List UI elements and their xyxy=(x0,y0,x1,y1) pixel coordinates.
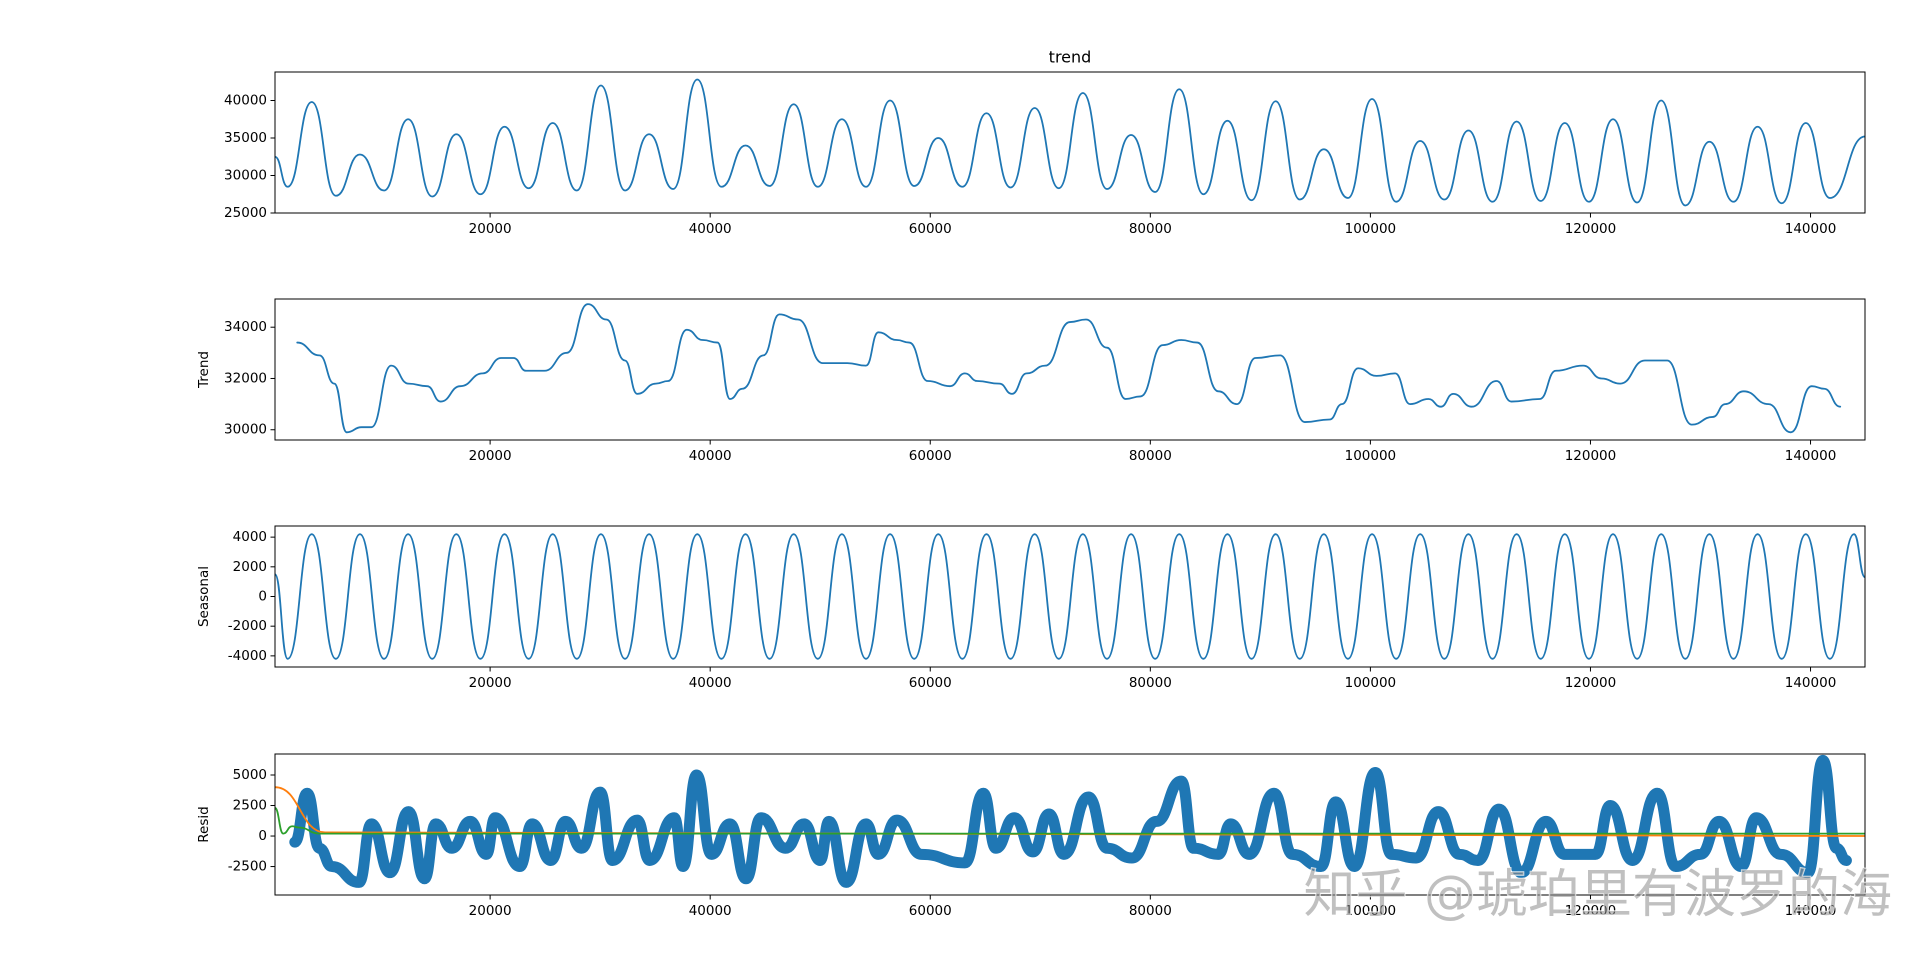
axes-frame xyxy=(274,71,1866,214)
x-tick-label: 60000 xyxy=(909,221,952,237)
y-tick-label: 30000 xyxy=(224,168,267,184)
x-tick-label: 60000 xyxy=(909,448,952,464)
y-axis-label: Trend xyxy=(196,351,212,389)
x-tick-label: 40000 xyxy=(689,903,732,919)
x-tick-label: 120000 xyxy=(1565,221,1617,237)
series-line xyxy=(296,303,1842,434)
x-tick-label: 40000 xyxy=(689,221,732,237)
series-line xyxy=(275,807,1865,835)
series-line xyxy=(289,754,1852,888)
x-tick-label: 100000 xyxy=(1345,903,1397,919)
x-tick-label: 100000 xyxy=(1345,221,1397,237)
y-tick-label: -2000 xyxy=(228,618,267,634)
x-tick-label: 60000 xyxy=(909,903,952,919)
y-tick-label: -4000 xyxy=(228,648,267,664)
x-tick-label: 140000 xyxy=(1785,675,1837,691)
y-axis-label: Resid xyxy=(196,806,212,842)
plot-area xyxy=(275,78,1865,207)
x-tick-label: 80000 xyxy=(1129,221,1172,237)
x-tick-label: 140000 xyxy=(1785,903,1837,919)
y-tick-label: 0 xyxy=(258,589,267,605)
y-tick-label: -2500 xyxy=(228,859,267,875)
x-tick-label: 20000 xyxy=(469,448,512,464)
plot-area xyxy=(275,754,1865,888)
x-tick-label: 100000 xyxy=(1345,675,1397,691)
y-axis-label: Seasonal xyxy=(196,566,212,627)
y-tick-label: 34000 xyxy=(224,319,267,335)
x-tick-label: 20000 xyxy=(469,221,512,237)
series-line xyxy=(275,78,1865,207)
x-tick-label: 40000 xyxy=(689,448,732,464)
x-tick-label: 20000 xyxy=(469,675,512,691)
x-tick-label: 80000 xyxy=(1129,903,1172,919)
x-tick-label: 120000 xyxy=(1565,903,1617,919)
y-tick-label: 25000 xyxy=(224,205,267,221)
x-tick-label: 60000 xyxy=(909,675,952,691)
y-tick-label: 35000 xyxy=(224,130,267,146)
plot-area xyxy=(275,533,1865,660)
x-tick-label: 120000 xyxy=(1565,675,1617,691)
chart-title: trend xyxy=(1049,48,1092,67)
y-tick-label: 0 xyxy=(258,828,267,844)
y-tick-label: 40000 xyxy=(224,93,267,109)
x-tick-label: 140000 xyxy=(1785,448,1837,464)
x-tick-label: 80000 xyxy=(1129,675,1172,691)
y-tick-label: 2500 xyxy=(233,798,267,814)
plot-area xyxy=(296,303,1842,434)
y-tick-label: 2000 xyxy=(233,559,267,575)
y-tick-label: 30000 xyxy=(224,422,267,438)
y-tick-label: 32000 xyxy=(224,370,267,386)
watermark: 知乎 @琥珀里有波罗的海 xyxy=(1303,865,1892,925)
axes-frame xyxy=(274,298,1866,441)
x-tick-label: 100000 xyxy=(1345,448,1397,464)
y-tick-label: 4000 xyxy=(233,529,267,545)
series-line xyxy=(275,533,1865,660)
x-tick-label: 20000 xyxy=(469,903,512,919)
x-tick-label: 40000 xyxy=(689,675,732,691)
x-tick-label: 80000 xyxy=(1129,448,1172,464)
axes-frame xyxy=(274,753,1866,896)
x-tick-label: 140000 xyxy=(1785,221,1837,237)
x-tick-label: 120000 xyxy=(1565,448,1617,464)
y-tick-label: 5000 xyxy=(233,767,267,783)
